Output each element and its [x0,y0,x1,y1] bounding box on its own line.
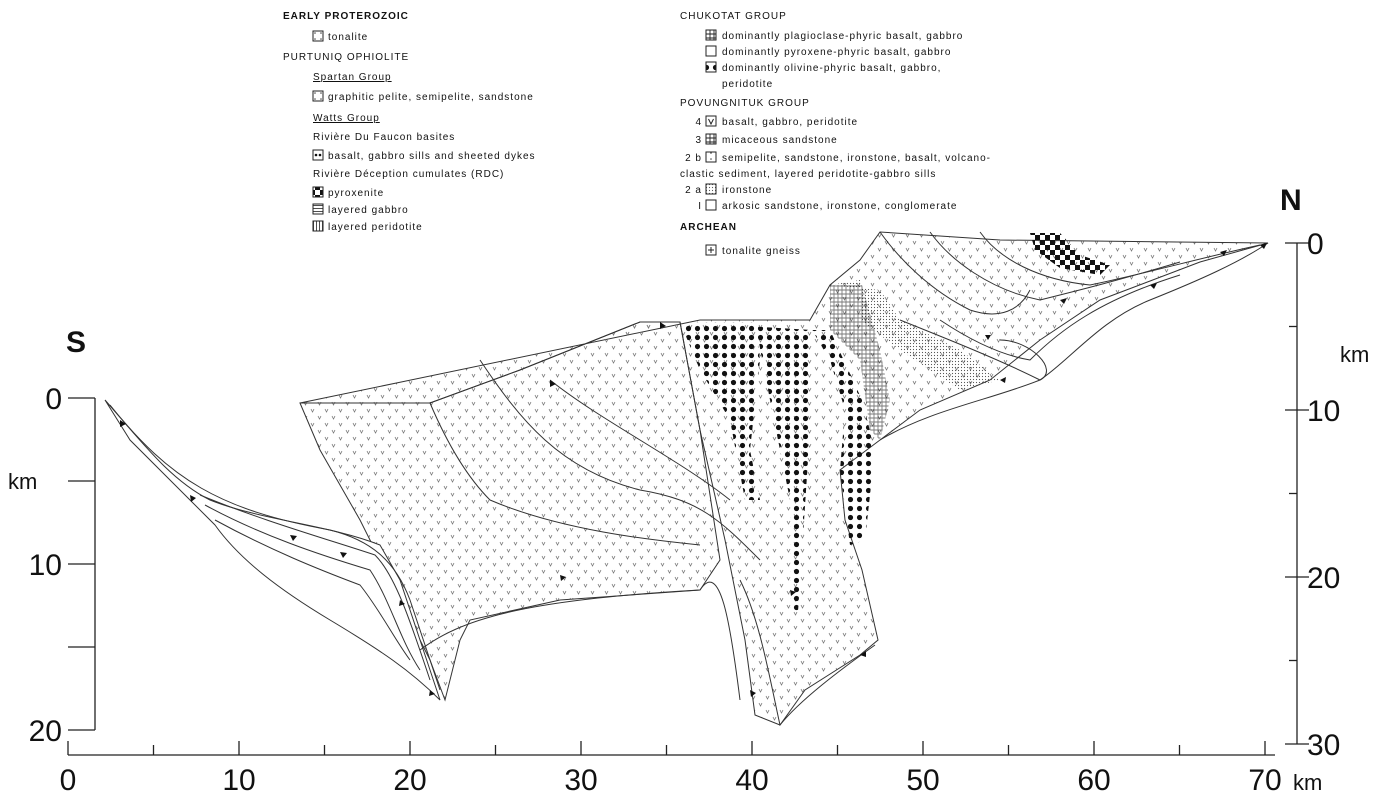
legend-left: EARLY PROTEROZOIC tonalite PURTUNIQ OPHI… [283,11,536,233]
x-tick-label: 30 [564,764,597,797]
legend-swatch [706,62,716,72]
legend-swatch [313,204,323,214]
legend-item: ironstone [722,185,772,196]
legend-swatch [706,152,716,162]
legend-number: I [698,201,702,212]
legend-item: layered gabbro [328,205,409,216]
legend-swatch [706,134,716,144]
y2-tick-label: 30 [1307,729,1340,762]
x-tick-label: 70 [1248,764,1281,797]
y-tick-label: 10 [29,549,62,582]
legend-item: pyroxenite [328,188,384,199]
x-tick-label: 60 [1077,764,1110,797]
legend-item: basalt, gabbro, peridotite [722,117,858,128]
legend-item: micaceous sandstone [722,135,838,146]
legend-swatch [706,46,716,56]
legend-right: CHUKOTAT GROUP dominantly plagioclase-ph… [680,11,991,257]
y2-unit: km [1340,342,1369,367]
legend-heading: ARCHEAN [680,222,737,233]
section [105,232,1268,725]
basalt-unit [300,322,720,700]
x-tick-label: 10 [222,764,255,797]
legend-number: 2 a [685,185,702,196]
x-unit: km [1293,770,1322,795]
legend-number: 2 b [685,153,702,164]
legend-subheading: Watts Group [313,113,380,124]
legend-item: dominantly plagioclase-phyric basalt, ga… [722,31,963,42]
legend-item: layered peridotite [328,222,423,233]
legend-subheading: Rivière Déception cumulates (RDC) [313,169,504,180]
legend-swatch [313,150,323,160]
y2-tick-label: 20 [1307,562,1340,595]
legend-item: dominantly olivine-phyric basalt, gabbro… [722,63,941,74]
legend-heading: CHUKOTAT GROUP [680,11,787,22]
legend-item: clastic sediment, layered peridotite-gab… [680,169,936,180]
legend-item: dominantly pyroxene-phyric basalt, gabbr… [722,47,951,58]
legend-item: arkosic sandstone, ironstone, conglomera… [722,201,957,212]
legend-heading: PURTUNIQ OPHIOLITE [283,52,409,63]
legend-heading: EARLY PROTEROZOIC [283,11,409,22]
x-tick-label: 20 [393,764,426,797]
legend-item: peridotite [722,79,773,90]
legend-item: semipelite, sandstone, ironstone, basalt… [722,153,991,164]
legend-swatch [706,200,716,210]
legend-heading: POVUNGNITUK GROUP [680,98,810,109]
x-tick-label: 50 [906,764,939,797]
y2-tick-label: 0 [1307,228,1324,261]
legend-item: tonalite gneiss [722,246,801,257]
legend-item: graphitic pelite, semipelite, sandstone [328,92,534,103]
y-tick-label: 20 [29,715,62,748]
south-label: S [66,326,86,359]
legend-swatch [706,30,716,40]
legend-swatch [313,31,323,41]
legend-subheading: Spartan Group [313,72,392,83]
legend-swatch [706,184,716,194]
legend-swatch [313,187,323,197]
x-tick-label: 40 [735,764,768,797]
legend-swatch [313,221,323,231]
y2-tick-label: 10 [1307,395,1340,428]
y-unit: km [8,469,37,494]
y-tick-label: 0 [45,383,62,416]
legend-item: basalt, gabbro sills and sheeted dykes [328,151,536,162]
legend-swatch [313,91,323,101]
legend-subheading: Rivière Du Faucon basites [313,132,455,143]
x-tick-label: 0 [60,764,77,797]
cross-section: EARLY PROTEROZOIC tonalite PURTUNIQ OPHI… [0,0,1397,797]
legend-number: 4 [695,117,702,128]
legend-number: 3 [695,135,702,146]
north-label: N [1280,184,1302,217]
legend-item: tonalite [328,32,368,43]
page: EARLY PROTEROZOIC tonalite PURTUNIQ OPHI… [0,0,1397,797]
